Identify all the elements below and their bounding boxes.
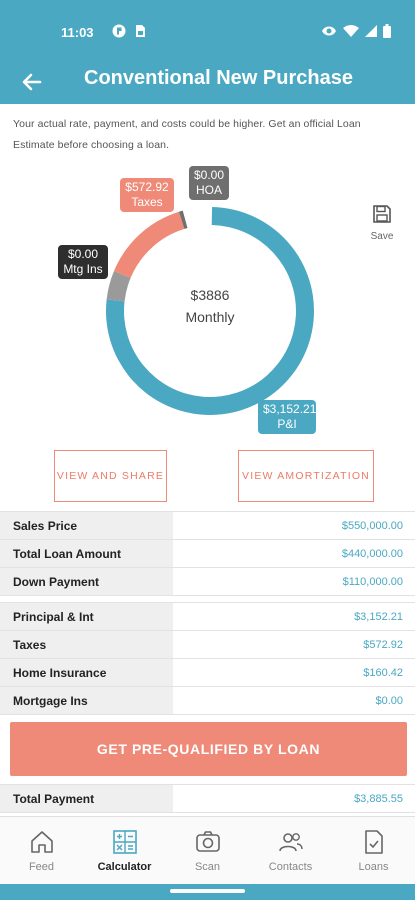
nav-item-contacts[interactable]: Contacts xyxy=(249,817,332,884)
row-value: $0.00 xyxy=(173,687,415,714)
get-prequalified-button[interactable]: GET PRE-QUALIFIED BY LOAN xyxy=(10,722,407,776)
row-value: $550,000.00 xyxy=(173,512,415,539)
row-value: $110,000.00 xyxy=(173,568,415,595)
nav-item-scan[interactable]: Scan xyxy=(166,817,249,884)
monthly-total-label: Monthly xyxy=(185,309,235,325)
donut-slice-mtg-ins xyxy=(106,270,131,302)
status-system-icons xyxy=(321,24,391,38)
page-title: Conventional New Purchase xyxy=(84,67,353,89)
row-value: $3,152.21 xyxy=(173,603,415,630)
taxes-name: Taxes xyxy=(131,195,163,209)
row-label: Home Insurance xyxy=(0,659,173,686)
loan-summary-table: Sales Price $550,000.00 Total Loan Amount $… xyxy=(0,511,415,596)
pi-name: P&I xyxy=(277,417,297,431)
home-gesture-handle[interactable] xyxy=(170,889,245,893)
total-payment-value: $3,885.55 xyxy=(173,785,415,812)
row-label: Total Loan Amount xyxy=(0,540,173,567)
row-value: $160.42 xyxy=(173,659,415,686)
nav-item-calculator[interactable]: Calculator xyxy=(83,817,166,884)
hoa-value: $0.00 xyxy=(194,168,225,182)
back-arrow-icon[interactable] xyxy=(18,68,46,96)
donut-slice-hoa xyxy=(178,210,188,229)
eye-icon xyxy=(322,26,336,36)
mtg-ins-value: $0.00 xyxy=(67,247,99,261)
chart-label-taxes: $572.92 Taxes xyxy=(120,178,174,212)
camera-icon xyxy=(195,831,220,852)
signal-icon xyxy=(365,25,377,37)
table-row: Principal & Int $3,152.21 xyxy=(0,603,415,631)
calculator-icon xyxy=(112,830,137,854)
save-icon xyxy=(373,205,391,223)
save-label: Save xyxy=(370,231,394,242)
row-label: Taxes xyxy=(0,631,173,658)
app-bar: Conventional New Purchase xyxy=(0,62,415,104)
nav-label-scan: Scan xyxy=(194,861,221,873)
status-time: 11:03 xyxy=(61,25,94,40)
gesture-bar xyxy=(0,884,415,900)
taxes-value: $572.92 xyxy=(125,180,169,194)
donut-slice-taxes xyxy=(114,211,185,278)
wifi-icon xyxy=(343,25,359,37)
payment-breakdown-table: Principal & Int $3,152.21 Taxes $572.92 Home… xyxy=(0,602,415,715)
table-row: Down Payment $110,000.00 xyxy=(0,568,415,596)
row-label: Down Payment xyxy=(0,568,173,595)
row-label: Principal & Int xyxy=(0,603,173,630)
row-label: Mortgage Ins xyxy=(0,687,173,714)
chart-label-hoa: $0.00 HOA xyxy=(189,166,229,200)
payment-donut-chart: $572.92 Taxes $0.00 HOA $0.00 Mtg Ins $3… xyxy=(0,150,415,450)
bottom-navigation: Feed Calculator Scan Contacts Loans xyxy=(0,816,415,884)
view-amortization-button[interactable]: VIEW AMORTIZATION xyxy=(238,450,374,502)
view-and-share-button[interactable]: VIEW AND SHARE xyxy=(54,450,167,502)
nav-label-loans: Loans xyxy=(358,861,389,873)
document-check-icon xyxy=(364,830,383,854)
table-row: Sales Price $550,000.00 xyxy=(0,512,415,540)
table-row: Mortgage Ins $0.00 xyxy=(0,687,415,715)
pi-value: $3,152.21 xyxy=(263,402,317,416)
table-row: Total Loan Amount $440,000.00 xyxy=(0,540,415,568)
row-value: $572.92 xyxy=(173,631,415,658)
total-payment-table: Total Payment $3,885.55 xyxy=(0,784,415,813)
monthly-total-amount: $3886 xyxy=(190,287,230,303)
status-notification-icons xyxy=(112,24,146,38)
table-row: Home Insurance $160.42 xyxy=(0,659,415,687)
nav-item-feed[interactable]: Feed xyxy=(0,817,83,884)
hoa-name: HOA xyxy=(195,183,222,197)
mtg-ins-name: Mtg Ins xyxy=(63,262,103,276)
donut-chart-svg xyxy=(106,207,314,415)
total-payment-label: Total Payment xyxy=(0,785,173,812)
row-label: Sales Price xyxy=(0,512,173,539)
app-notification-icon xyxy=(112,24,126,38)
chart-label-pi: $3,152.21 P&I xyxy=(258,400,316,434)
table-row: Taxes $572.92 xyxy=(0,631,415,659)
status-bar: 11:03 xyxy=(0,0,415,62)
battery-icon xyxy=(383,24,391,38)
nav-label-contacts: Contacts xyxy=(268,861,313,873)
nav-label-feed: Feed xyxy=(28,861,55,873)
save-button[interactable]: Save xyxy=(366,204,398,242)
nav-label-calculator: Calculator xyxy=(97,861,152,873)
table-row: Total Payment $3,885.55 xyxy=(0,785,415,813)
contacts-icon xyxy=(278,833,303,852)
nav-item-loans[interactable]: Loans xyxy=(332,817,415,884)
chart-label-mtg-ins: $0.00 Mtg Ins xyxy=(58,245,108,279)
home-icon xyxy=(30,831,53,853)
sim-notification-icon xyxy=(136,25,145,37)
row-value: $440,000.00 xyxy=(173,540,415,567)
disclaimer-text: Your actual rate, payment, and costs cou… xyxy=(13,118,361,151)
